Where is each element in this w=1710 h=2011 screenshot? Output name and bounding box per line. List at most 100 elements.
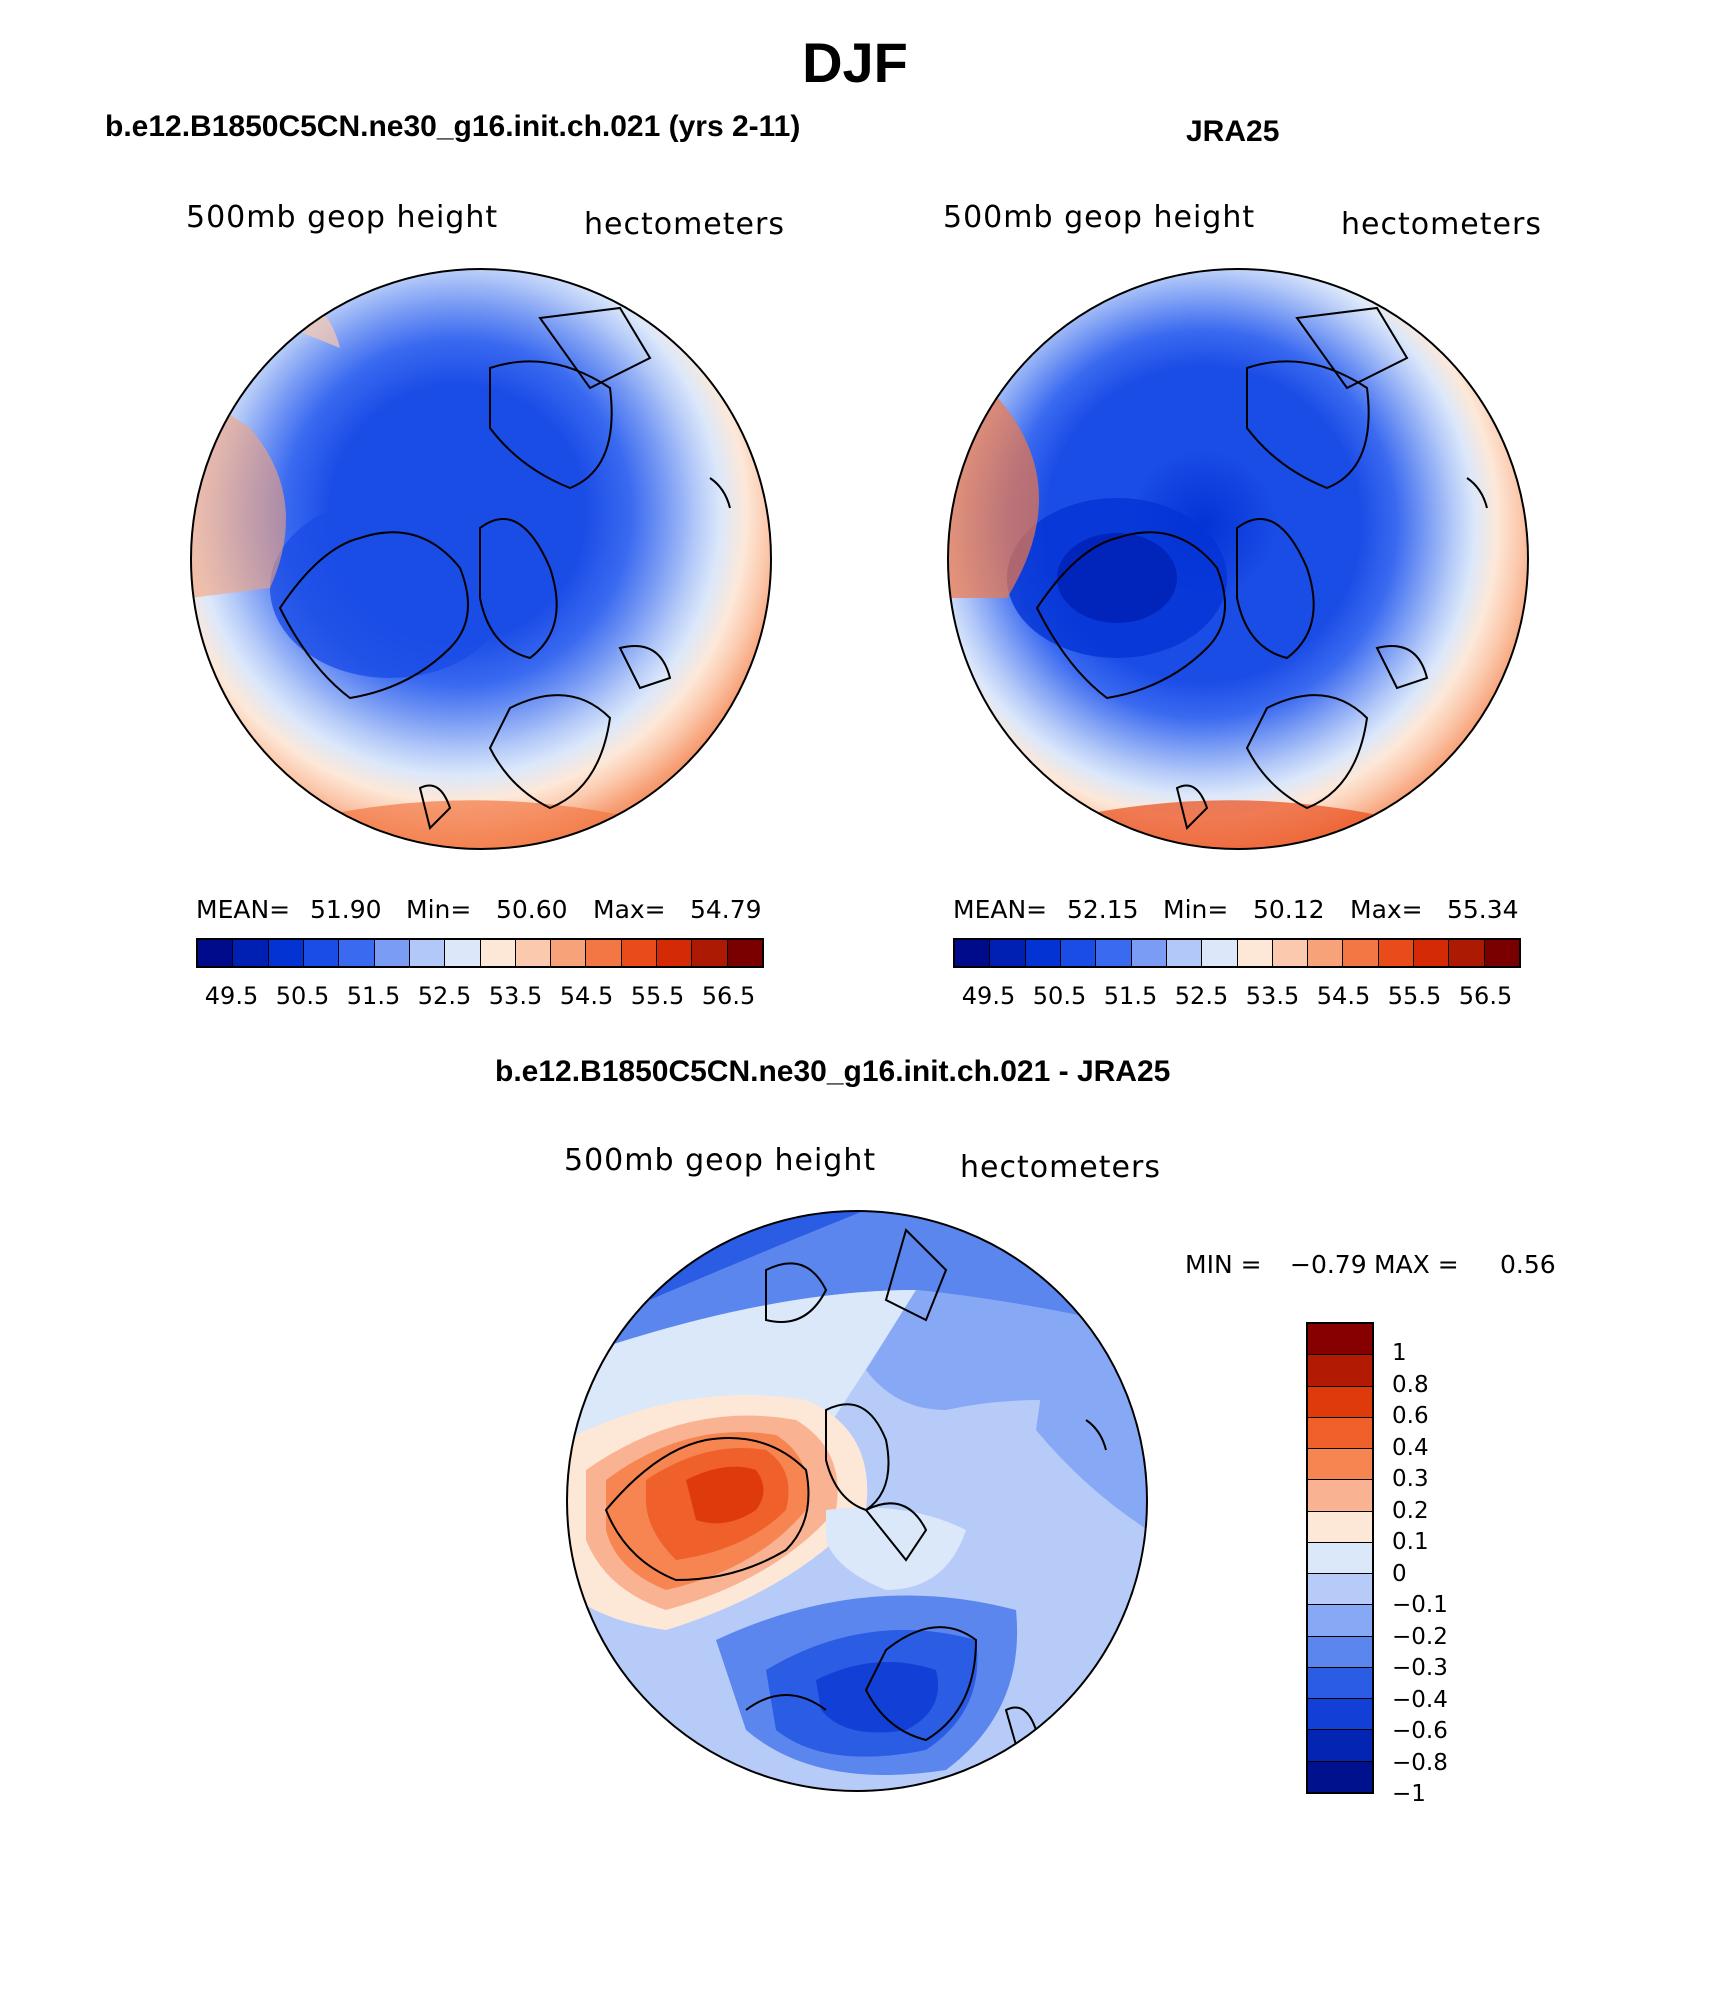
panel3-units-label: hectometers	[960, 1150, 1161, 1185]
colorbar-tick-label: −0.8	[1392, 1749, 1448, 1776]
colorbar-tick-label: −0.4	[1392, 1686, 1448, 1713]
panel2-title: JRA25	[1186, 115, 1280, 148]
colorbar-tick-label: 52.5	[417, 982, 472, 1010]
colorbar-tick-label: 54.5	[1316, 982, 1371, 1010]
colorbar-swatch	[727, 940, 762, 966]
colorbar-swatch	[339, 940, 375, 966]
colorbar-tick-label: −1	[1392, 1781, 1426, 1807]
colorbar-swatch	[1378, 940, 1415, 966]
colorbar-tick-label: 56.5	[701, 982, 756, 1010]
colorbar-tick-label: 55.5	[630, 982, 685, 1010]
colorbar-tick-label: 53.5	[488, 982, 543, 1010]
panel1-mean-value: 51.90	[310, 895, 382, 924]
colorbar-swatch	[1308, 1449, 1372, 1481]
colorbar-swatch	[480, 940, 516, 966]
panel1-colorbar	[196, 938, 764, 968]
colorbar-swatch	[1308, 1386, 1372, 1418]
colorbar-tick-label: 55.5	[1387, 982, 1442, 1010]
panel3-colorbar	[1306, 1322, 1374, 1794]
colorbar-tick-label: 56.5	[1458, 982, 1513, 1010]
colorbar-swatch	[1308, 940, 1344, 966]
colorbar-swatch	[1025, 940, 1061, 966]
colorbar-swatch	[657, 940, 693, 966]
colorbar-swatch	[586, 940, 622, 966]
panel3-min-value: −0.79	[1290, 1250, 1367, 1279]
colorbar-tick-label: 50.5	[275, 982, 330, 1010]
colorbar-tick-label: −0.1	[1392, 1592, 1448, 1619]
panel3-max-label: MAX =	[1374, 1250, 1459, 1279]
colorbar-tick-label: 54.5	[559, 982, 614, 1010]
colorbar-swatch	[1096, 940, 1132, 966]
colorbar-tick-label: 49.5	[961, 982, 1016, 1010]
colorbar-tick-label: 51.5	[346, 982, 401, 1010]
panel1-title: b.e12.B1850C5CN.ne30_g16.init.ch.021 (yr…	[105, 110, 801, 143]
colorbar-swatch	[1308, 1636, 1372, 1668]
colorbar-swatch	[1308, 1417, 1372, 1450]
panel2-mean-value: 52.15	[1067, 895, 1139, 924]
colorbar-swatch	[1272, 940, 1309, 966]
colorbar-swatch	[515, 940, 552, 966]
colorbar-swatch	[1449, 940, 1485, 966]
colorbar-swatch	[1308, 1699, 1372, 1731]
colorbar-swatch	[198, 940, 234, 966]
colorbar-swatch	[1308, 1761, 1372, 1792]
colorbar-swatch	[1414, 940, 1450, 966]
colorbar-swatch	[1343, 940, 1379, 966]
colorbar-swatch	[445, 940, 481, 966]
panel2-min-value: 50.12	[1253, 895, 1325, 924]
panel2-max-label: Max=	[1350, 895, 1423, 924]
colorbar-swatch	[303, 940, 340, 966]
colorbar-swatch	[1237, 940, 1273, 966]
colorbar-swatch	[990, 940, 1026, 966]
colorbar-swatch	[1484, 940, 1519, 966]
colorbar-tick-label: 51.5	[1103, 982, 1158, 1010]
panel1-mean-label: MEAN=	[196, 895, 291, 924]
panel2-polar-map	[947, 268, 1529, 850]
panel1-min-value: 50.60	[496, 895, 568, 924]
colorbar-swatch	[1202, 940, 1238, 966]
colorbar-tick-label: −0.6	[1392, 1718, 1448, 1745]
panel2-mean-label: MEAN=	[953, 895, 1048, 924]
colorbar-swatch	[1308, 1542, 1372, 1575]
colorbar-swatch	[268, 940, 304, 966]
panel2-variable-label: 500mb geop height	[943, 200, 1256, 235]
panel3-max-value: 0.56	[1500, 1250, 1556, 1279]
colorbar-swatch	[1060, 940, 1097, 966]
panel1-variable-label: 500mb geop height	[186, 200, 499, 235]
panel2-units-label: hectometers	[1341, 207, 1542, 242]
colorbar-swatch	[1308, 1605, 1372, 1637]
colorbar-swatch	[409, 940, 446, 966]
colorbar-swatch	[1308, 1730, 1372, 1762]
colorbar-swatch	[551, 940, 587, 966]
panel3-min-label: MIN =	[1185, 1250, 1262, 1279]
colorbar-tick-label: 52.5	[1174, 982, 1229, 1010]
panel3-polar-map	[566, 1210, 1148, 1792]
colorbar-swatch	[1166, 940, 1203, 966]
panel2-max-value: 55.34	[1447, 895, 1519, 924]
colorbar-swatch	[621, 940, 658, 966]
colorbar-swatch	[1131, 940, 1167, 966]
colorbar-swatch	[233, 940, 269, 966]
colorbar-tick-label: 0.6	[1392, 1403, 1429, 1430]
colorbar-tick-label: 0	[1392, 1560, 1407, 1587]
colorbar-swatch	[374, 940, 410, 966]
colorbar-tick-label: 0.3	[1392, 1466, 1429, 1493]
colorbar-swatch	[1308, 1324, 1372, 1356]
colorbar-tick-label: −0.3	[1392, 1655, 1448, 1682]
panel2-colorbar	[953, 938, 1521, 968]
colorbar-tick-label: 49.5	[204, 982, 259, 1010]
panel1-units-label: hectometers	[584, 207, 785, 242]
colorbar-swatch	[1308, 1480, 1372, 1512]
panel1-max-value: 54.79	[690, 895, 762, 924]
colorbar-swatch	[955, 940, 991, 966]
main-title: DJF	[802, 31, 908, 94]
colorbar-swatch	[1308, 1574, 1372, 1606]
colorbar-tick-label: −0.2	[1392, 1623, 1448, 1650]
panel3-title: b.e12.B1850C5CN.ne30_g16.init.ch.021 - J…	[495, 1055, 1171, 1088]
colorbar-tick-label: 1	[1392, 1340, 1407, 1367]
colorbar-tick-label: 0.4	[1392, 1434, 1429, 1461]
panel1-polar-map	[190, 268, 772, 850]
colorbar-tick-label: 0.1	[1392, 1529, 1429, 1556]
colorbar-swatch	[1308, 1667, 1372, 1700]
colorbar-tick-label: 50.5	[1032, 982, 1087, 1010]
